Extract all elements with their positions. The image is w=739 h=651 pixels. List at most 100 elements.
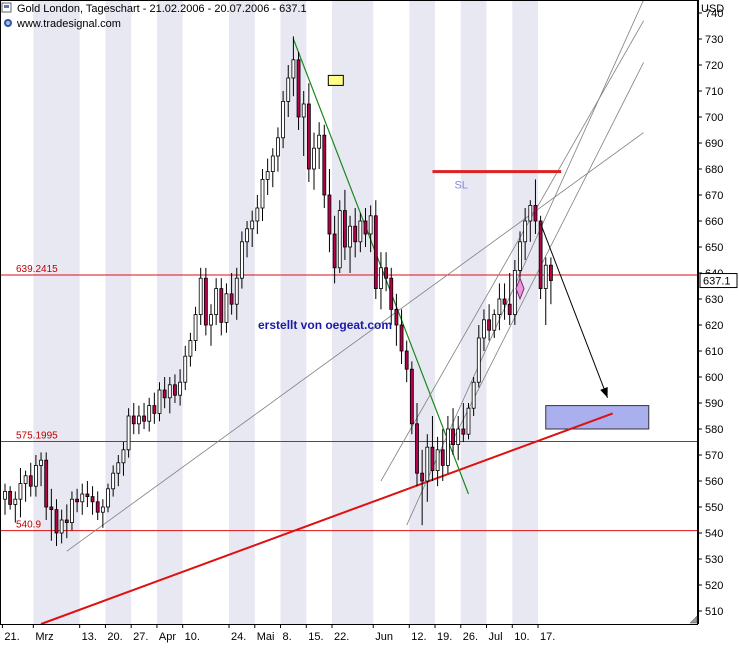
y-tick-label: 520 — [705, 580, 723, 592]
candle-body — [59, 519, 64, 534]
candle-body — [291, 59, 296, 79]
candle-body — [312, 147, 316, 170]
candle-body — [250, 220, 255, 230]
candle-body — [404, 350, 409, 370]
candle-body — [497, 298, 502, 316]
candle-body — [389, 277, 394, 310]
candle-body — [528, 204, 533, 222]
week-band — [229, 0, 255, 624]
y-tick-label: 630 — [705, 294, 723, 306]
x-tick-label: 13. — [82, 631, 97, 643]
candle-body — [75, 498, 79, 503]
candle-body — [451, 428, 455, 446]
y-tick-label: 570 — [705, 450, 723, 462]
y-tick-label: 550 — [705, 502, 723, 514]
candle-body — [49, 506, 54, 510]
x-tick-label: 27. — [133, 631, 148, 643]
candle-body — [368, 215, 373, 235]
candle-body — [203, 277, 208, 326]
candle-body — [476, 337, 481, 383]
chart-header: Gold London, Tageschart - 21.02.2006 - 2… — [1, 2, 724, 30]
candle-body — [106, 488, 110, 508]
x-tick-label: 19. — [437, 631, 452, 643]
candle-body — [276, 137, 280, 157]
week-band — [156, 0, 183, 624]
candle-body — [8, 490, 13, 505]
candle-body — [445, 428, 450, 466]
candle-body — [214, 288, 219, 316]
candle-body — [518, 241, 522, 271]
candle-body — [415, 423, 419, 474]
candle-body — [538, 220, 543, 289]
window-icon-inner — [4, 5, 9, 8]
candle-body — [409, 368, 414, 425]
candle-body — [39, 459, 43, 466]
candle-body — [440, 449, 445, 466]
candle-body — [512, 269, 517, 315]
x-tick-label: 17. — [540, 631, 555, 643]
globe-icon-core — [6, 21, 10, 25]
candle-body — [111, 472, 116, 490]
candle-body — [147, 405, 152, 422]
y-tick-label: 740 — [705, 8, 723, 20]
candle-body — [131, 415, 136, 425]
candle-body — [384, 267, 389, 279]
trendline[interactable] — [447, 62, 644, 450]
last-price-label: 637.1 — [703, 276, 731, 288]
chart-title: Gold London, Tageschart - 21.02.2006 - 2… — [17, 3, 307, 15]
candle-body — [425, 446, 430, 482]
candle-body — [18, 483, 23, 500]
diamond-marker[interactable] — [515, 276, 525, 301]
trendline[interactable] — [40, 412, 614, 625]
candle-body — [492, 314, 497, 331]
x-tick-label: 12. — [411, 631, 426, 643]
candle-body — [234, 277, 239, 305]
candle-body — [183, 355, 188, 383]
y-tick-label: 660 — [705, 216, 723, 228]
candle-body — [543, 264, 548, 290]
candle-body — [379, 267, 383, 289]
candle-body — [337, 210, 342, 269]
candle-body — [198, 277, 203, 316]
candle-series — [3, 36, 553, 546]
candle-body — [373, 215, 378, 290]
week-band — [460, 0, 487, 624]
x-tick-label: Mai — [257, 631, 275, 643]
candle-body — [54, 509, 59, 534]
x-tick-label: 24. — [231, 631, 246, 643]
target-zone-box[interactable] — [545, 405, 650, 430]
annotation-layer-front: SL erstellt von oegeat.com — [258, 74, 609, 398]
y-tick-label: 730 — [705, 34, 723, 46]
candle-body — [533, 204, 538, 222]
x-tick-label: 15. — [308, 631, 323, 643]
y-tick-label: 700 — [705, 112, 723, 124]
x-axis-panel — [0, 625, 739, 646]
trendline[interactable] — [66, 132, 644, 552]
candle-body — [80, 493, 85, 503]
projection-arrow-line — [540, 223, 609, 398]
source-label: www.tradesignal.com — [16, 18, 121, 30]
candle-body — [270, 155, 275, 173]
candle-body — [456, 428, 461, 446]
currency-label: USD — [701, 3, 724, 15]
y-tick-label: 650 — [705, 242, 723, 254]
annotation-layer-back: 639.2415 575.1995 540.9 — [0, 0, 698, 625]
stop-loss-line[interactable] — [432, 170, 562, 174]
candle-body — [322, 134, 327, 196]
candle-body — [142, 415, 146, 422]
y-tick-label: 720 — [705, 60, 723, 72]
stop-loss-label: SL — [454, 180, 467, 192]
candle-body — [209, 314, 213, 326]
candle-body — [70, 498, 74, 524]
peak-marker-box[interactable] — [327, 74, 344, 86]
resize-grip-icon[interactable] — [689, 615, 698, 624]
candle-body — [296, 59, 301, 118]
candle-body — [420, 472, 425, 482]
candle-body — [353, 225, 358, 243]
y-tick-label: 590 — [705, 398, 723, 410]
candle-body — [461, 428, 466, 435]
candle-body — [245, 228, 249, 243]
candle-body — [286, 77, 291, 102]
